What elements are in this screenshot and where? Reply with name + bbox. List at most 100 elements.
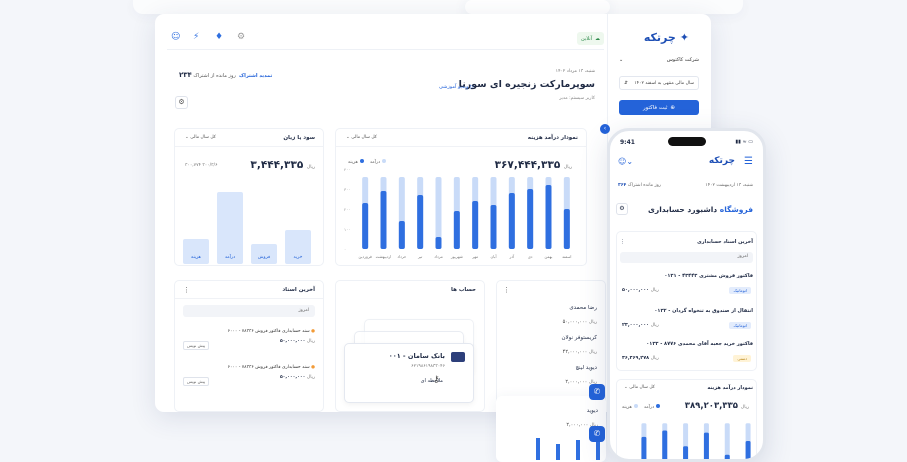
legend-dot <box>656 404 661 408</box>
mini-bar <box>536 438 540 460</box>
phone-call-button[interactable]: ✆ <box>589 426 605 442</box>
y-tick-label: ۰ <box>344 247 346 252</box>
legend-dot <box>382 159 387 163</box>
accounts-panel: حساب ها ۰۰۱ - بانک سامان ۶۲۱۹۸۶۱۹۸۳۳۰۴۶ … <box>335 280 485 412</box>
status-time: 9:41 <box>620 139 635 146</box>
person-row[interactable]: دیوید ریال ۲,۰۰۰,۰۰۰ <box>566 408 598 428</box>
doc-amount: ریال ۳۶,۴۶۹,۲۷۸ <box>622 356 659 361</box>
fiscal-year-select[interactable]: ⇵ سال مالی منتهی به اسفند ۱۴۰۲ <box>619 76 699 90</box>
profit-bars: هزینه درآمد فروش خرید <box>183 179 315 264</box>
phone-call-button[interactable]: ✆ <box>589 384 605 400</box>
page-title: سوپرمارکت زنجیره ای سورنا <box>458 79 595 90</box>
person-row[interactable]: رضا محمدی ریال ۵۰,۰۰۰,۰۰۰ <box>563 305 597 325</box>
profit-panel: سود یا زیان ⌄ کل سال مالی ریال ۳,۴۴۴,۳۳۵… <box>174 128 324 266</box>
unit-label: ریال <box>650 288 659 293</box>
x-tick-label: بهمن <box>545 254 553 259</box>
income-chart-panel: نمودار درآمد هزینه ⌄ کل سال مالی ریال ۳۶… <box>335 128 587 266</box>
income-chart-title: نمودار درآمد هزینه <box>527 135 578 141</box>
x-tick-label: مرداد <box>434 254 443 259</box>
period-label: کل سال مالی <box>629 385 655 390</box>
mini-bar <box>576 440 580 460</box>
days-text: روز مانده از اشتراک <box>193 73 236 79</box>
today-label: امروز <box>620 252 753 263</box>
phone-docs-title: آخرین اسناد حسابداری <box>697 239 753 245</box>
company-selector[interactable]: ⌄ شرکت کاکتوس <box>619 57 699 63</box>
phone-title: فروشگاه داشبورد حسابداری <box>648 205 753 214</box>
phone-doc-row[interactable]: ۰۱۳۱ - فاکتور فروش مشتری ۴۳۴۴۳ <box>616 273 757 279</box>
expense-bar <box>508 193 515 249</box>
video-tutorial-link[interactable]: ویدیو آموزشی ▷ <box>439 84 474 90</box>
more-icon[interactable]: ⋮ <box>183 286 190 294</box>
expense-bar <box>703 432 709 459</box>
phone-docs-header: آخرین اسناد حسابداری ⋮ <box>616 239 757 245</box>
unit-label: ریال <box>650 323 659 328</box>
phone-bar-chart <box>641 423 751 459</box>
period-select[interactable]: ⌄ کل سال مالی <box>185 135 216 140</box>
person-value: ۵۰,۰۰۰,۰۰۰ <box>562 319 588 325</box>
logo-icon: ✦ <box>679 31 689 44</box>
draft-button[interactable]: پیش نویس <box>183 341 210 350</box>
legend-expense: هزینه <box>348 159 364 165</box>
persons-panel: ⋮ رضا محمدی ریال ۵۰,۰۰۰,۰۰۰ کریستوفر نولا… <box>496 280 606 412</box>
background-card <box>133 0 743 14</box>
phone-logo: چرتکه <box>708 156 735 166</box>
more-icon[interactable]: ⋮ <box>503 286 510 294</box>
phone-title-highlight: فروشگاه <box>719 205 753 214</box>
gear-icon[interactable]: ⚙ <box>616 203 628 215</box>
expense-bar <box>641 436 647 459</box>
lightning-icon[interactable]: ⚡ <box>193 32 200 42</box>
fiscal-year-label: سال مالی منتهی به اسفند ۱۴۰۲ <box>634 80 694 86</box>
hamburger-menu-icon[interactable]: ☰ <box>744 156 753 167</box>
income-bar <box>724 423 730 459</box>
phone-mockup: 9:41 ▮▮ ≈ ▭ ☰ چرتکه ☺⌄ شنبه، ۱۳ اردیبهشت… <box>607 128 766 462</box>
phone-doc-row[interactable]: ۰۱۳۳ - فاکتور خرید جعبه آقای محمدی ۸۷۷۶ <box>616 341 757 347</box>
phone-subscription: روز مانده اشتراک ۳۶۴ <box>618 183 661 188</box>
profit-bar: هزینه <box>183 238 209 264</box>
expense-bar <box>417 195 424 249</box>
person-name: کریستوفر نولان <box>561 335 597 341</box>
phone-notch <box>668 137 706 146</box>
settings-icon[interactable]: ⚙ <box>237 32 246 42</box>
register-invoice-button[interactable]: ثبت فاکتور ⊕ <box>619 100 699 115</box>
expense-bar <box>563 209 570 249</box>
period-label: کل سال مالی <box>190 135 216 140</box>
collapse-sidebar-button[interactable]: ‹ <box>600 124 610 134</box>
logo-text: چرتکه <box>643 31 676 44</box>
x-tick-label: دی <box>528 254 533 259</box>
chevron-icon: ⇵ <box>624 80 628 86</box>
profit-bar: درآمد <box>217 191 243 264</box>
legend-income-label: درآمد <box>643 405 655 410</box>
doc-amount: ۵۰,۰۰۰,۰۰۰ <box>279 375 306 380</box>
doc-text: ۶۰۰۰ - سند حسابداری فاکتور فروش ۷۸۳۳۶ <box>227 329 310 334</box>
unit-label: ریال <box>306 165 315 170</box>
person-row[interactable]: کریستوفر نولان ریال ۴۲,۰۰۰,۰۰۰ <box>561 335 597 355</box>
invoice-button-label: ثبت فاکتور <box>642 104 668 111</box>
background-card <box>465 0 610 14</box>
more-icon[interactable]: ⋮ <box>620 239 625 245</box>
gear-icon[interactable]: ⚙ <box>175 96 188 109</box>
persons-card-extended: دیوید ریال ۲,۰۰۰,۰۰۰ <box>496 396 606 462</box>
phone-chart-card <box>616 379 757 459</box>
today-label: امروز <box>183 305 315 317</box>
user-icon[interactable]: ☺⌄ <box>618 157 634 166</box>
phone-doc-row[interactable]: ۰۱۳۲ - انتقال از صندوق به تنخواه گردان <box>616 308 757 314</box>
renew-subscription-link[interactable]: تمدید اشتراک <box>238 73 273 79</box>
bell-icon[interactable]: ♦ <box>215 32 224 42</box>
legend-dot <box>633 404 638 408</box>
bank-card-name: ۰۰۱ - بانک سامان <box>388 352 445 360</box>
period-select[interactable]: ⌄ کل سال مالی <box>346 135 377 140</box>
period-select[interactable]: ⌄ کل سال مالی <box>624 385 655 390</box>
bank-card[interactable]: ۰۰۱ - بانک سامان ۶۲۱۹۸۶۱۹۸۳۳۰۴۶ ملاحظه ا… <box>344 343 474 403</box>
docs-title: آخرین اسناد <box>282 287 315 293</box>
draft-button[interactable]: پیش نویس <box>183 377 210 386</box>
doc-row[interactable]: ۶۰۰۰ - سند حسابداری فاکتور فروش ۷۸۳۳۶ ● … <box>183 329 315 350</box>
user-icon[interactable]: ☺ <box>171 32 181 42</box>
profit-bar-label: هزینه <box>191 255 201 260</box>
doc-row[interactable]: ۶۰۰۰ - سند حسابداری فاکتور فروش ۷۸۳۳۶ ● … <box>183 365 315 386</box>
person-row[interactable]: دیوید لینچ ریال ۲,۰۰۰,۰۰۰ <box>565 365 597 385</box>
legend-income: درآمد <box>370 159 387 165</box>
unit-label: ریال <box>588 350 597 355</box>
mini-chart <box>536 434 600 460</box>
y-tick-label: ۲۰۰ <box>344 207 350 212</box>
doc-amount: ۵۰,۰۰۰,۰۰۰ <box>279 339 306 344</box>
